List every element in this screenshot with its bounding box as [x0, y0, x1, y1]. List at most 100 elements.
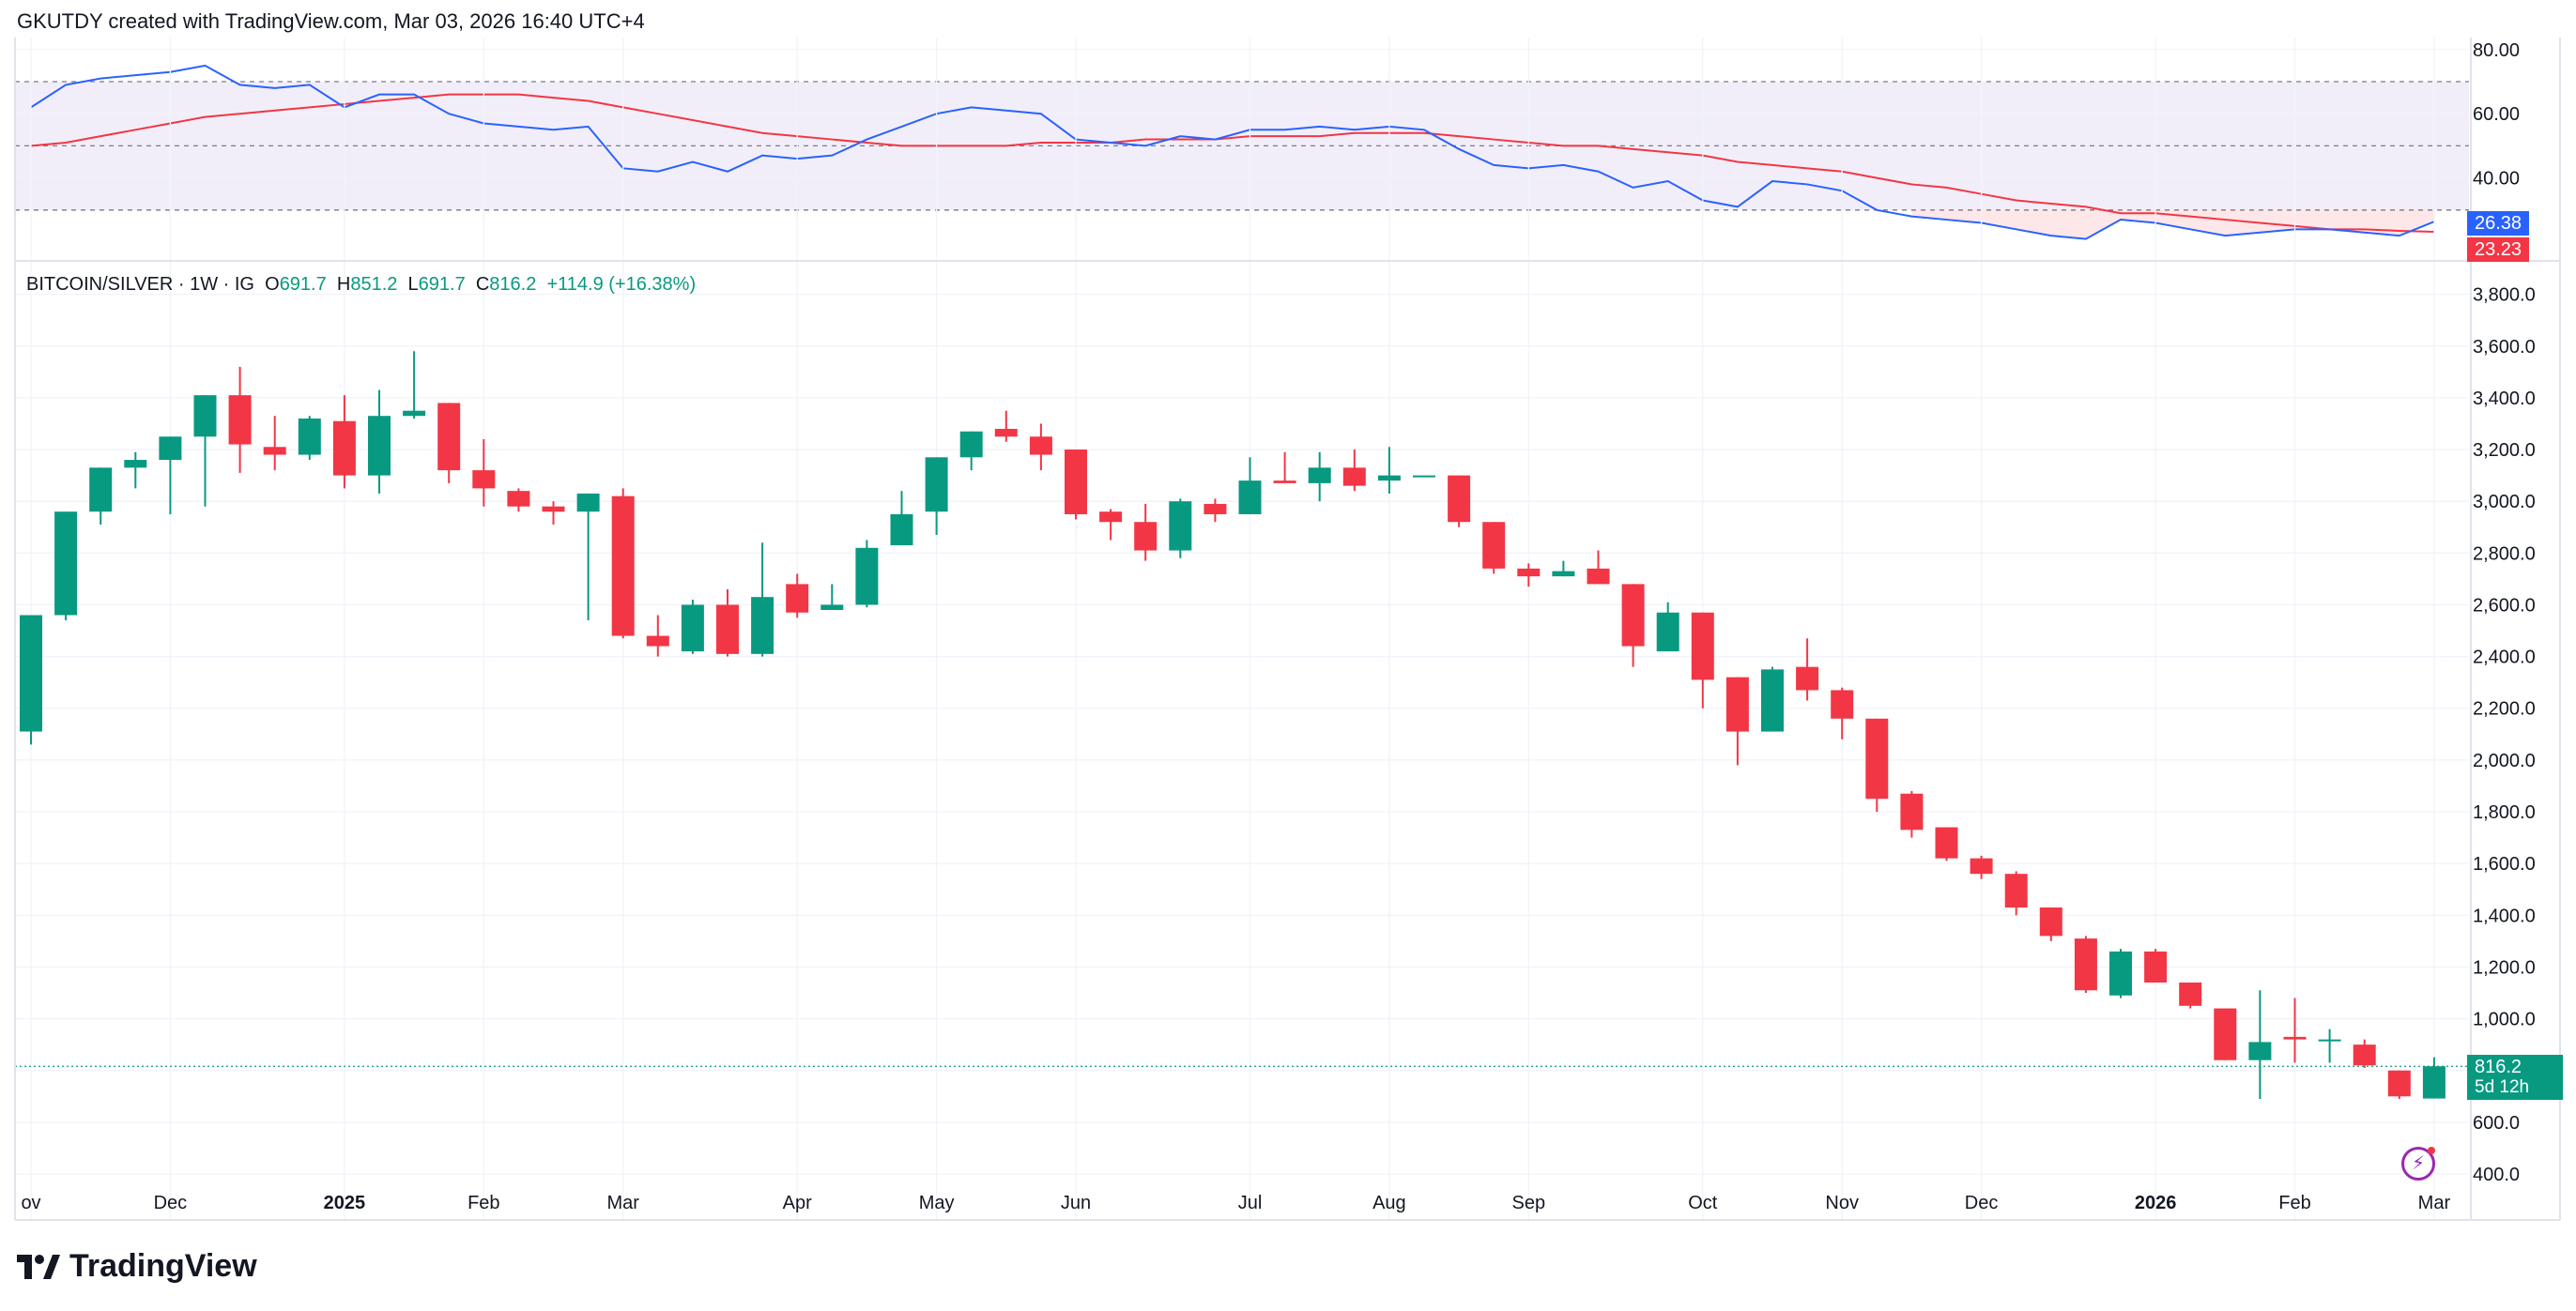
time-tick-label: 2025: [324, 1193, 366, 1213]
candle-body: [786, 584, 809, 613]
candle-body: [2318, 1039, 2341, 1042]
candle: [2144, 949, 2168, 983]
candle-body: [2353, 1044, 2376, 1066]
candle-body: [890, 513, 913, 546]
candle-body: [1029, 436, 1052, 455]
candle: [20, 615, 42, 745]
rsi-tick-label: 60.00: [2473, 104, 2520, 125]
close-value: 816.2: [489, 274, 537, 295]
price-tick-label: 2,800.0: [2473, 543, 2536, 564]
time-tick-label: May: [919, 1193, 955, 1213]
time-tick-label: Mar: [2418, 1193, 2451, 1213]
candle-body: [368, 416, 391, 476]
time-tick-label: 2026: [2135, 1193, 2177, 1213]
price-tick-label: 3,200.0: [2473, 440, 2536, 461]
candle: [2283, 998, 2307, 1063]
tradingview-mark-icon: [17, 1254, 60, 1279]
time-tick-label: Nov: [1825, 1193, 1859, 1213]
candle-body: [1517, 568, 1541, 577]
candle-body: [2214, 1008, 2237, 1060]
time-tick-label: Apr: [783, 1193, 812, 1213]
candle-body: [1725, 677, 1749, 732]
time-tick-label: ov: [21, 1193, 40, 1213]
time-tick-label: Oct: [1688, 1193, 1718, 1213]
candle-body: [542, 506, 565, 512]
candle: [576, 493, 600, 621]
candle-body: [994, 428, 1018, 437]
candle-body: [2144, 951, 2168, 983]
candle: [1134, 503, 1158, 561]
candle-body: [2422, 1066, 2446, 1099]
candle-body: [332, 420, 356, 476]
candle: [2074, 936, 2097, 994]
candle-body: [228, 395, 252, 445]
candle-body: [472, 470, 496, 489]
candle-body: [1587, 568, 1610, 585]
candle: [1691, 612, 1714, 709]
oversold-fill: [1911, 209, 2434, 239]
tradingview-logo[interactable]: TradingView: [17, 1248, 257, 1285]
time-tick-label: Dec: [154, 1193, 188, 1213]
candle-body: [1900, 793, 1924, 831]
candle-body: [1238, 480, 1262, 514]
open-value: 691.7: [279, 274, 327, 295]
candle-body: [1970, 858, 1993, 875]
candle: [1204, 498, 1227, 523]
candle: [890, 491, 913, 546]
candle: [925, 457, 948, 536]
candle-body: [576, 493, 600, 512]
candle: [2387, 1070, 2411, 1100]
time-tick-label: Mar: [606, 1193, 639, 1213]
candle-body: [2004, 874, 2028, 908]
candle: [1169, 498, 1192, 558]
candle: [159, 436, 182, 514]
candle: [1099, 509, 1123, 541]
candle: [228, 366, 252, 473]
candle-body: [2109, 951, 2132, 996]
candle: [472, 439, 496, 507]
candle: [2109, 949, 2132, 998]
candle: [1656, 602, 1679, 652]
notification-dot: [2428, 1147, 2435, 1154]
candle: [2179, 982, 2202, 1009]
time-tick-label: Aug: [1372, 1193, 1406, 1213]
candle-body: [1273, 480, 1296, 483]
candle: [2039, 907, 2062, 941]
rsi-pane: [15, 49, 2469, 240]
candle-body: [2179, 982, 2202, 1006]
candle-body: [751, 597, 774, 654]
candle: [1865, 718, 1889, 813]
candle-body: [1865, 718, 1889, 800]
candle-body: [611, 495, 635, 636]
candle: [1377, 447, 1401, 494]
candle-body: [1134, 522, 1158, 551]
lightning-icon[interactable]: ⚡: [2401, 1147, 2435, 1181]
candle: [716, 588, 739, 657]
price-tick-label: 3,000.0: [2473, 492, 2536, 512]
candle: [646, 615, 669, 657]
time-tick-label: Sep: [1512, 1193, 1546, 1213]
candle-body: [193, 395, 217, 437]
candle-body: [2039, 907, 2062, 937]
candle-body: [2387, 1070, 2411, 1097]
candle-body: [1169, 501, 1192, 551]
brand-name: TradingView: [69, 1248, 257, 1284]
candle-body: [2283, 1036, 2307, 1040]
candle: [54, 511, 78, 621]
candle: [751, 542, 774, 657]
time-tick-label: Jul: [1238, 1193, 1263, 1213]
candle: [1900, 790, 1924, 838]
candle-body: [89, 467, 113, 512]
candle: [1065, 450, 1087, 520]
candle: [1342, 450, 1366, 492]
candle: [2004, 871, 2028, 916]
candle: [959, 431, 983, 471]
candle: [507, 488, 530, 512]
candle-body: [959, 431, 983, 458]
candle: [1238, 457, 1262, 514]
candle: [1831, 687, 1854, 739]
candle: [437, 403, 461, 483]
candle-body: [124, 460, 147, 468]
candle: [1273, 451, 1296, 483]
